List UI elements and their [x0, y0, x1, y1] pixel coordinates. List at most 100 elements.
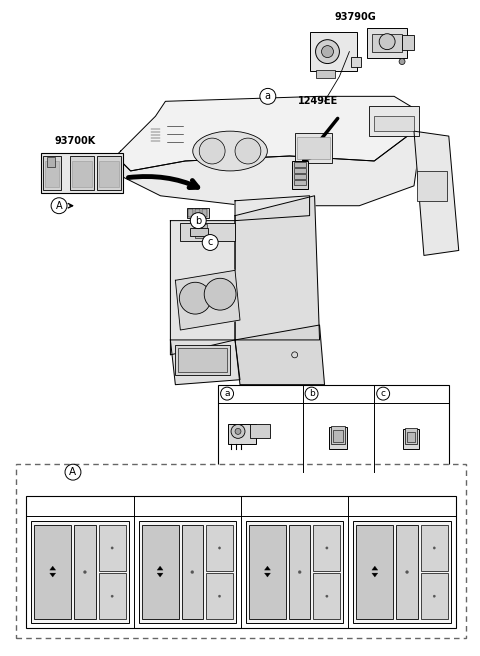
- Bar: [295, 133, 333, 163]
- Text: A: A: [70, 467, 76, 477]
- Bar: [218, 384, 449, 472]
- Bar: [99, 161, 119, 187]
- Text: b: b: [195, 216, 202, 226]
- Circle shape: [218, 595, 221, 598]
- Bar: [246, 521, 343, 623]
- Circle shape: [377, 387, 390, 400]
- Polygon shape: [372, 566, 378, 570]
- Bar: [31, 521, 129, 623]
- Bar: [294, 174, 306, 179]
- Circle shape: [191, 571, 194, 573]
- Bar: [353, 521, 451, 623]
- Bar: [188, 209, 193, 216]
- Bar: [142, 525, 179, 619]
- Bar: [34, 525, 71, 619]
- Bar: [310, 31, 357, 72]
- Bar: [175, 345, 230, 375]
- Polygon shape: [414, 131, 459, 255]
- Ellipse shape: [193, 131, 267, 171]
- Circle shape: [260, 89, 276, 104]
- Circle shape: [322, 46, 334, 58]
- Bar: [206, 525, 233, 571]
- Polygon shape: [372, 573, 378, 577]
- Bar: [228, 424, 256, 444]
- Circle shape: [235, 138, 261, 164]
- Polygon shape: [50, 566, 56, 570]
- Bar: [98, 525, 126, 571]
- Bar: [72, 161, 92, 187]
- Bar: [402, 35, 414, 50]
- Text: 93300-1M160: 93300-1M160: [263, 501, 327, 510]
- Polygon shape: [170, 220, 235, 355]
- Bar: [369, 106, 419, 136]
- Bar: [292, 161, 308, 189]
- Bar: [179, 348, 227, 372]
- Circle shape: [84, 571, 86, 573]
- Circle shape: [433, 595, 435, 598]
- Bar: [97, 156, 120, 190]
- Text: VIEW: VIEW: [28, 476, 65, 489]
- Text: 93332: 93332: [321, 390, 352, 399]
- Polygon shape: [264, 566, 270, 570]
- Bar: [190, 228, 208, 236]
- Polygon shape: [157, 573, 163, 577]
- Bar: [249, 525, 286, 619]
- Bar: [180, 222, 235, 241]
- Circle shape: [231, 424, 245, 438]
- Bar: [313, 573, 340, 619]
- Bar: [195, 224, 207, 237]
- Bar: [41, 153, 123, 193]
- Circle shape: [190, 213, 206, 228]
- Bar: [294, 180, 306, 185]
- Circle shape: [218, 547, 221, 549]
- Text: a: a: [224, 389, 230, 398]
- Bar: [332, 426, 346, 444]
- Circle shape: [199, 138, 225, 164]
- Bar: [294, 162, 306, 167]
- Circle shape: [399, 58, 405, 64]
- Polygon shape: [116, 131, 419, 206]
- Circle shape: [221, 387, 234, 400]
- Bar: [16, 464, 466, 638]
- Bar: [297, 137, 330, 159]
- Bar: [374, 116, 414, 131]
- Bar: [74, 525, 96, 619]
- Bar: [334, 430, 343, 442]
- Bar: [202, 209, 207, 216]
- Bar: [417, 171, 447, 201]
- Polygon shape: [235, 195, 320, 340]
- Circle shape: [65, 464, 81, 480]
- Polygon shape: [175, 270, 240, 330]
- Bar: [294, 168, 306, 173]
- Text: 1249EE: 1249EE: [298, 96, 338, 106]
- Bar: [70, 156, 94, 190]
- Bar: [289, 525, 311, 619]
- Text: a: a: [265, 91, 271, 101]
- Bar: [421, 525, 448, 571]
- Bar: [206, 573, 233, 619]
- Circle shape: [433, 547, 435, 549]
- Circle shape: [406, 571, 408, 573]
- Polygon shape: [235, 195, 310, 220]
- Bar: [139, 521, 236, 623]
- Polygon shape: [235, 325, 324, 384]
- Bar: [313, 525, 340, 571]
- Bar: [250, 424, 270, 438]
- Text: 93300-1M190: 93300-1M190: [370, 501, 434, 510]
- Text: 94525A: 94525A: [236, 390, 275, 399]
- Circle shape: [326, 595, 328, 598]
- Circle shape: [51, 197, 67, 214]
- Circle shape: [315, 39, 339, 64]
- Bar: [372, 33, 402, 52]
- Bar: [356, 525, 393, 619]
- Circle shape: [379, 33, 395, 50]
- Polygon shape: [157, 566, 163, 570]
- Bar: [187, 208, 209, 218]
- Bar: [407, 432, 415, 442]
- Bar: [405, 428, 417, 444]
- Bar: [26, 496, 456, 628]
- Bar: [421, 573, 448, 619]
- Text: 93333: 93333: [392, 390, 423, 399]
- Polygon shape: [116, 96, 419, 171]
- Bar: [47, 157, 55, 167]
